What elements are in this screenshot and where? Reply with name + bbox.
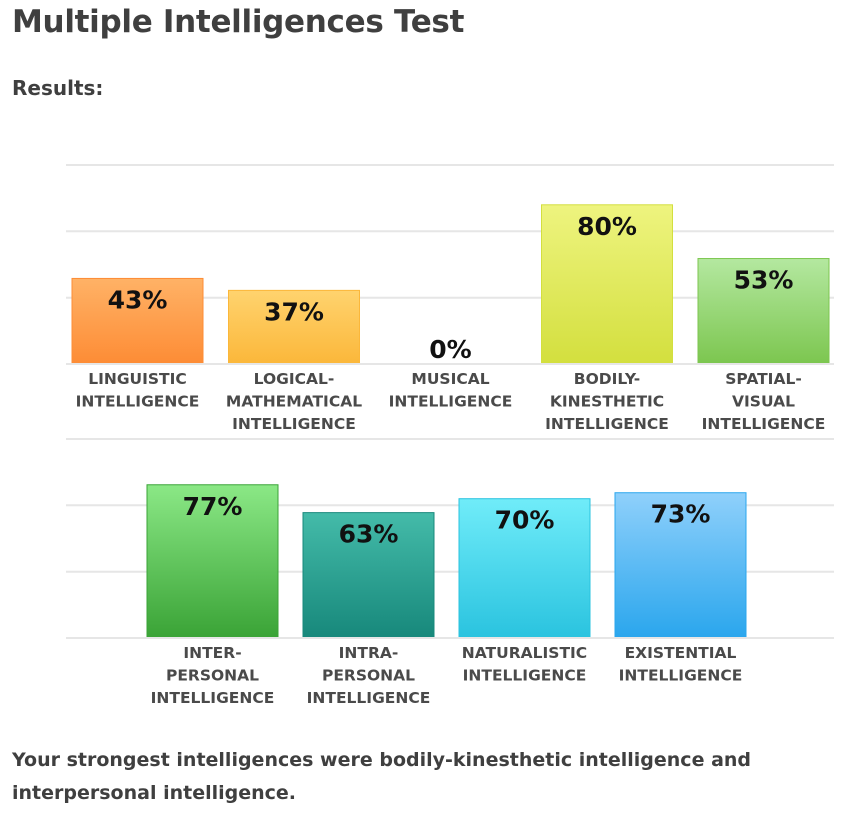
category-label: BODILY-KINESTHETIC INTELLIGENCE xyxy=(545,370,669,433)
page-title: Multiple Intelligences Test xyxy=(12,4,465,40)
bar-value-label: 70% xyxy=(495,506,555,535)
category-label: MUSICAL INTELLIGENCE xyxy=(389,370,513,411)
bar-value-label: 80% xyxy=(577,212,637,241)
chart-1-svg: 43% LINGUISTIC INTELLIGENCE 37% LOGICAL-MATH… xyxy=(66,164,834,433)
results-chart-row-1: 43% LINGUISTIC INTELLIGENCE 37% LOGICAL-MATH… xyxy=(0,160,842,440)
bar-value-label: 73% xyxy=(651,500,711,529)
bar xyxy=(302,512,435,639)
category-label: LINGUISTIC INTELLIGENCE xyxy=(76,370,200,411)
bar xyxy=(614,492,747,639)
bar xyxy=(71,277,204,365)
category-label: INTRA-PERSONAL INTELLIGENCE xyxy=(307,644,431,707)
bar-value-label: 37% xyxy=(264,297,324,326)
category-label: EXISTENTIAL INTELLIGENCE xyxy=(619,644,743,685)
bar-value-label: 63% xyxy=(339,520,399,549)
bar-value-label: 77% xyxy=(183,492,243,521)
summary-text: Your strongest intelligences were bodily… xyxy=(12,749,752,804)
bar xyxy=(228,289,360,365)
category-label: LOGICAL-MATHEMATICAL INTELLIGENCE xyxy=(226,370,362,433)
bar xyxy=(458,498,591,639)
bar xyxy=(697,258,830,365)
bar xyxy=(146,484,279,639)
results-chart-row-2: 77% INTER-PERSONAL INTELLIGENCE 63% INTRA-PE… xyxy=(0,435,842,710)
bar-value-label: 43% xyxy=(108,285,168,314)
bar-value-label: 53% xyxy=(734,266,794,295)
category-label: INTER-PERSONAL INTELLIGENCE xyxy=(151,644,275,707)
bar xyxy=(541,204,673,365)
chart-2-svg: 77% INTER-PERSONAL INTELLIGENCE 63% INTRA-PE… xyxy=(66,438,834,707)
bar-value-label: 0% xyxy=(429,335,471,364)
results-heading: Results: xyxy=(12,76,104,100)
category-label: NATURALISTIC INTELLIGENCE xyxy=(462,644,587,685)
category-label: SPATIAL-VISUAL INTELLIGENCE xyxy=(702,370,826,433)
